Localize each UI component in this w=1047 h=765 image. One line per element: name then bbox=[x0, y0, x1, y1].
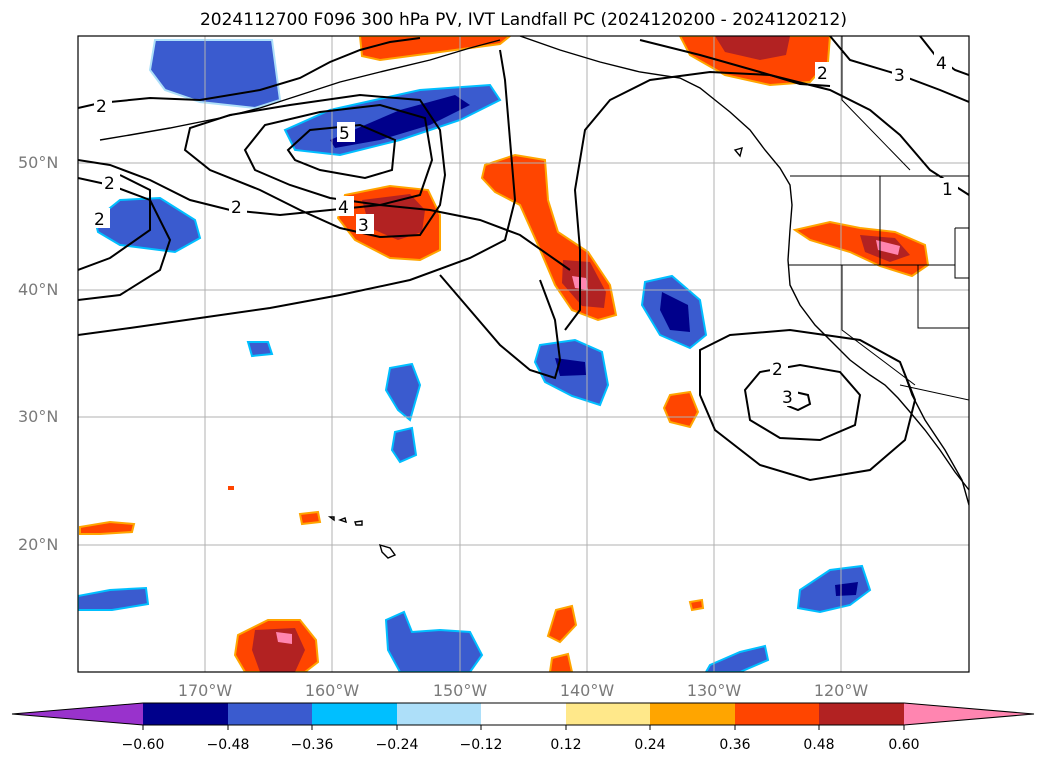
positive-anomaly-shading bbox=[546, 604, 578, 644]
lon-label: 130°W bbox=[686, 681, 742, 700]
contour-label: 2 bbox=[231, 198, 242, 218]
lon-label: 120°W bbox=[813, 681, 869, 700]
colorbar-segment bbox=[312, 703, 397, 725]
colorbar-segment bbox=[566, 703, 650, 725]
positive-anomaly-shading bbox=[662, 390, 700, 429]
colorbar-tick-label: −0.60 bbox=[121, 737, 165, 753]
colorbar-segment bbox=[397, 703, 481, 725]
map-border bbox=[77, 35, 970, 673]
contour-label: 4 bbox=[338, 198, 349, 218]
map-title: 2024112700 F096 300 hPa PV, IVT Landfall… bbox=[199, 10, 847, 30]
coastline bbox=[99, 36, 969, 559]
positive-anomaly-shading bbox=[228, 486, 234, 490]
colorbar-tick-label: 0.48 bbox=[803, 737, 835, 753]
positive-anomaly-shading bbox=[548, 652, 574, 672]
positive-anomaly-shading bbox=[688, 598, 705, 612]
positive-anomaly-shading bbox=[79, 520, 136, 535]
negative-anomaly-shading bbox=[384, 610, 484, 672]
colorbar-tick-label: −0.36 bbox=[290, 737, 334, 753]
lon-label: 160°W bbox=[304, 681, 360, 700]
colorbar-tick-label: 0.24 bbox=[634, 737, 666, 753]
contour-label: 3 bbox=[782, 388, 793, 408]
negative-anomaly-shading bbox=[384, 362, 422, 422]
graticule bbox=[78, 36, 969, 672]
colorbar-segment bbox=[228, 703, 312, 725]
lon-label: 140°W bbox=[559, 681, 615, 700]
contour-label: 2 bbox=[772, 360, 783, 380]
colorbar-tick-label: 0.12 bbox=[550, 737, 582, 753]
lon-label: 150°W bbox=[432, 681, 488, 700]
contour-label: 2 bbox=[817, 64, 828, 84]
colorbar-segment bbox=[735, 703, 819, 725]
colorbar-tick-label: −0.24 bbox=[375, 737, 419, 753]
lat-label: 40°N bbox=[18, 280, 59, 299]
lat-label: 30°N bbox=[18, 407, 59, 426]
lat-label: 20°N bbox=[18, 535, 59, 554]
contour-labels: 2 2 2 2 3 4 5 2 3 4 1 2 3 bbox=[92, 52, 958, 408]
positive-anomaly-shading bbox=[678, 36, 832, 87]
colorbar-tick-label: 0.60 bbox=[888, 737, 920, 753]
negative-anomaly-shading bbox=[660, 292, 690, 332]
colorbar-tick-label: 0.36 bbox=[719, 737, 751, 753]
negative-anomaly-shading bbox=[93, 196, 202, 254]
negative-anomaly-shading bbox=[704, 644, 770, 672]
contour-label: 2 bbox=[94, 210, 105, 230]
positive-anomaly-shading bbox=[715, 36, 790, 60]
colorbar-tick-label: −0.12 bbox=[459, 737, 503, 753]
contour-label: 4 bbox=[936, 54, 947, 74]
contour-label: 2 bbox=[104, 174, 115, 194]
colorbar-tick-label: −0.48 bbox=[206, 737, 250, 753]
lon-label: 170°W bbox=[177, 681, 233, 700]
positive-anomaly-shading bbox=[876, 240, 900, 255]
negative-anomaly-shading bbox=[78, 586, 150, 611]
positive-anomaly-shading bbox=[358, 36, 512, 62]
contour-label: 3 bbox=[358, 216, 369, 236]
positive-anomaly-shading bbox=[298, 510, 322, 526]
negative-anomaly-shading bbox=[390, 426, 418, 464]
positive-anomaly-shading bbox=[792, 220, 930, 278]
colorbar-segment bbox=[143, 703, 228, 725]
colorbar-extend-high bbox=[904, 703, 1034, 725]
colorbar-segment bbox=[481, 703, 566, 725]
lat-label: 50°N bbox=[18, 153, 59, 172]
positive-anomaly-shading bbox=[276, 632, 292, 644]
contour-label: 5 bbox=[339, 124, 350, 144]
negative-anomaly-shading bbox=[330, 95, 470, 148]
contour-label: 2 bbox=[96, 97, 107, 117]
negative-anomaly-shading bbox=[555, 358, 586, 376]
colorbar-segment bbox=[819, 703, 904, 725]
negative-anomaly-shading bbox=[246, 341, 274, 358]
colorbar-segment bbox=[650, 703, 735, 725]
contour-label: 3 bbox=[894, 66, 905, 86]
contour-label: 1 bbox=[942, 180, 953, 200]
negative-anomaly-shading bbox=[796, 564, 872, 614]
colorbar-extend-low bbox=[12, 703, 143, 725]
negative-anomaly-shading bbox=[148, 39, 282, 110]
colorbar bbox=[11, 702, 1035, 730]
